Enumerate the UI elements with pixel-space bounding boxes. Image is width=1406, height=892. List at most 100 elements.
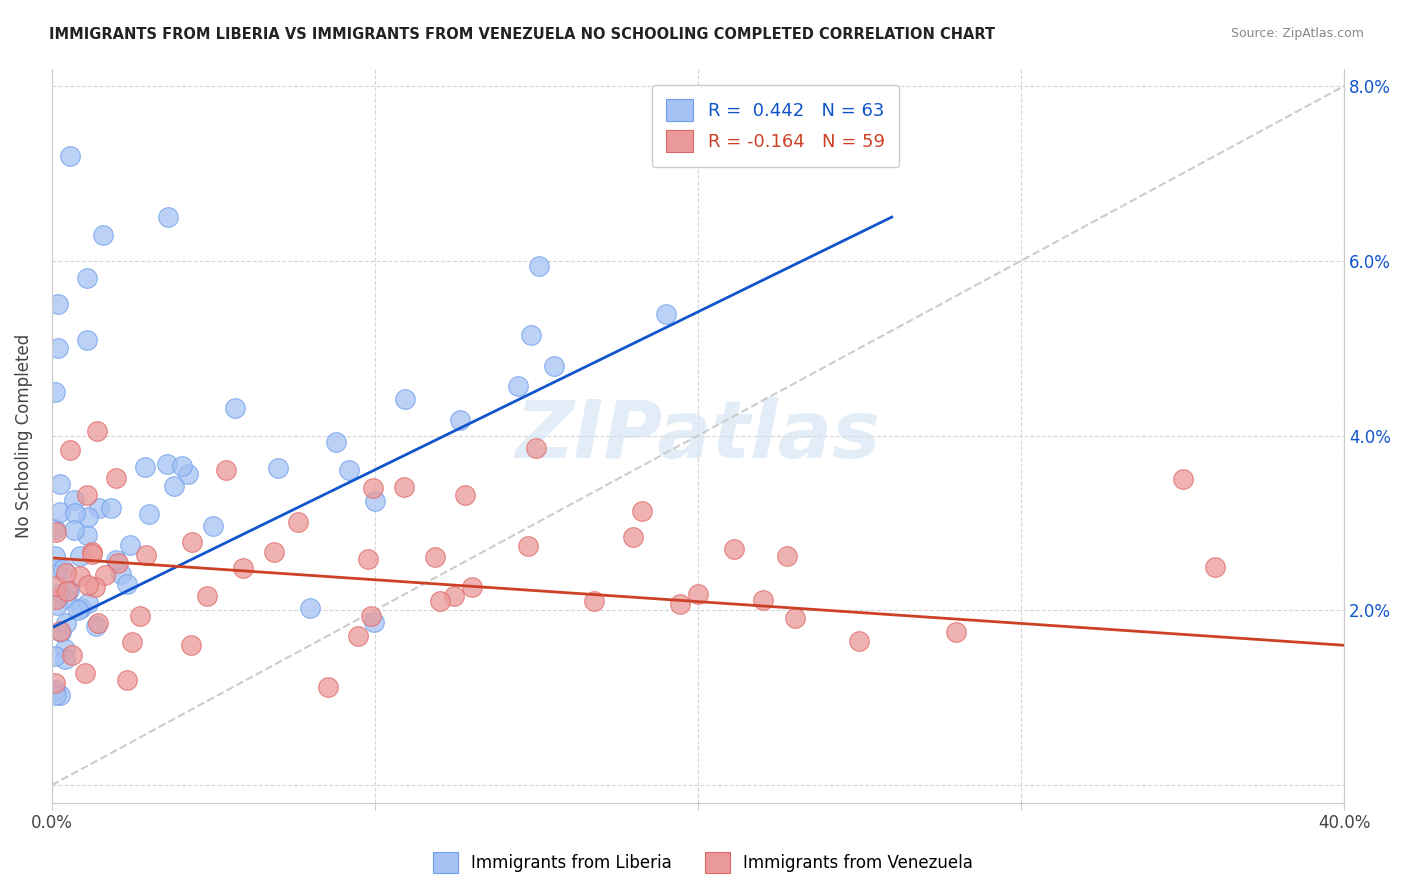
Point bbox=[520, 328, 543, 343]
Point bbox=[53, 652, 76, 666]
Point bbox=[723, 542, 745, 557]
Point bbox=[357, 552, 380, 566]
Point bbox=[46, 297, 69, 311]
Point bbox=[94, 568, 117, 582]
Point bbox=[176, 467, 198, 481]
Point bbox=[53, 642, 76, 657]
Point bbox=[55, 616, 77, 631]
Point bbox=[337, 463, 360, 477]
Point bbox=[621, 530, 644, 544]
Point bbox=[156, 457, 179, 471]
Point bbox=[669, 597, 692, 611]
Point bbox=[215, 463, 238, 477]
Point bbox=[360, 608, 382, 623]
Point bbox=[55, 566, 77, 580]
Point bbox=[44, 522, 66, 536]
Point bbox=[86, 619, 108, 633]
Point bbox=[443, 589, 465, 603]
Point bbox=[86, 424, 108, 438]
Point bbox=[543, 359, 565, 374]
Point bbox=[82, 545, 104, 559]
Point bbox=[69, 569, 91, 583]
Point bbox=[163, 479, 186, 493]
Point bbox=[506, 379, 529, 393]
Point bbox=[100, 501, 122, 516]
Point bbox=[58, 582, 80, 597]
Point bbox=[449, 413, 471, 427]
Point bbox=[62, 492, 84, 507]
Point bbox=[157, 210, 180, 224]
Point bbox=[180, 534, 202, 549]
Point bbox=[453, 488, 475, 502]
Point bbox=[48, 688, 70, 702]
Point bbox=[202, 518, 225, 533]
Point bbox=[172, 458, 194, 473]
Point bbox=[776, 549, 799, 563]
Point bbox=[118, 539, 141, 553]
Point bbox=[104, 553, 127, 567]
Point bbox=[751, 593, 773, 607]
Point bbox=[45, 525, 67, 540]
Point bbox=[45, 579, 67, 593]
Point bbox=[76, 271, 98, 285]
Point bbox=[361, 481, 384, 495]
Point bbox=[1171, 472, 1194, 486]
Point bbox=[80, 547, 103, 561]
Point bbox=[783, 611, 806, 625]
Point bbox=[224, 401, 246, 415]
Y-axis label: No Schooling Completed: No Schooling Completed bbox=[15, 334, 32, 538]
Point bbox=[631, 504, 654, 518]
Point bbox=[44, 648, 66, 663]
Point bbox=[582, 593, 605, 607]
Point bbox=[517, 539, 540, 553]
Point bbox=[49, 477, 72, 491]
Point bbox=[63, 523, 86, 537]
Point bbox=[394, 480, 416, 494]
Point bbox=[128, 609, 150, 624]
Point bbox=[121, 635, 143, 649]
Point bbox=[425, 549, 447, 564]
Point bbox=[267, 460, 290, 475]
Point bbox=[44, 549, 66, 564]
Point bbox=[105, 470, 128, 484]
Point bbox=[45, 689, 67, 703]
Point bbox=[44, 384, 66, 399]
Point bbox=[60, 648, 83, 663]
Point bbox=[263, 545, 285, 559]
Point bbox=[115, 577, 138, 591]
Point bbox=[232, 560, 254, 574]
Point bbox=[55, 591, 77, 606]
Point bbox=[49, 624, 72, 639]
Point bbox=[461, 580, 484, 594]
Point bbox=[45, 599, 67, 613]
Point bbox=[346, 629, 368, 643]
Point bbox=[180, 638, 202, 652]
Point bbox=[56, 583, 79, 598]
Legend: Immigrants from Liberia, Immigrants from Venezuela: Immigrants from Liberia, Immigrants from… bbox=[426, 846, 980, 880]
Point bbox=[363, 615, 385, 629]
Point bbox=[134, 459, 156, 474]
Text: ZIPatlas: ZIPatlas bbox=[516, 397, 880, 475]
Point bbox=[526, 441, 548, 455]
Point bbox=[76, 488, 98, 502]
Point bbox=[89, 500, 111, 515]
Point bbox=[46, 562, 69, 576]
Point bbox=[48, 505, 70, 519]
Point bbox=[44, 683, 66, 698]
Point bbox=[59, 443, 82, 458]
Point bbox=[52, 562, 75, 576]
Point bbox=[67, 603, 90, 617]
Point bbox=[945, 625, 967, 640]
Point bbox=[65, 506, 87, 520]
Point bbox=[45, 591, 67, 606]
Point bbox=[848, 633, 870, 648]
Point bbox=[77, 578, 100, 592]
Point bbox=[44, 676, 66, 690]
Point bbox=[529, 260, 551, 274]
Point bbox=[77, 509, 100, 524]
Point bbox=[287, 515, 309, 529]
Legend: R =  0.442   N = 63, R = -0.164   N = 59: R = 0.442 N = 63, R = -0.164 N = 59 bbox=[652, 85, 900, 167]
Point bbox=[364, 494, 387, 508]
Point bbox=[87, 615, 110, 630]
Point bbox=[135, 548, 157, 562]
